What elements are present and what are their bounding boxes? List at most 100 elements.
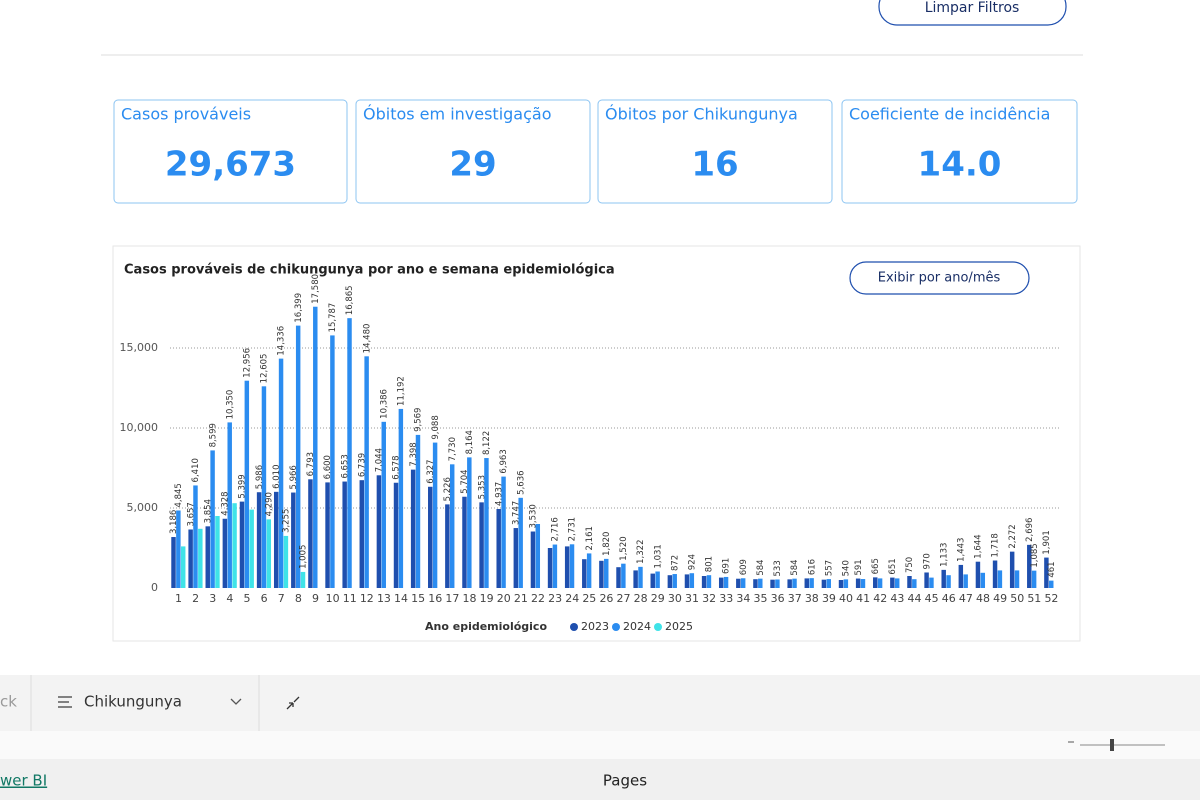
bar [393, 482, 399, 588]
data-label: 691 [722, 558, 732, 574]
bar [958, 564, 964, 588]
x-tick-label: 37 [788, 592, 802, 605]
bar [381, 421, 386, 588]
bar [325, 482, 330, 588]
back-button[interactable]: ck [0, 693, 17, 711]
x-tick-label: 43 [890, 592, 904, 605]
y-tick-label: 10,000 [120, 421, 159, 434]
footer [0, 759, 1200, 800]
plot: 0 5,000 10,000 15,000 1 3,186 4,845 2 3,657 6,410… [120, 274, 1060, 633]
x-tick-label: 39 [822, 592, 836, 605]
x-tick-label: 10 [326, 592, 340, 605]
data-label: 5,704 [460, 469, 470, 493]
x-tick-label: 30 [668, 592, 682, 605]
bar [907, 576, 912, 588]
x-tick-label: 22 [531, 592, 545, 605]
bar [838, 580, 844, 588]
legend-title: Ano epidemiológico [425, 620, 547, 633]
data-label: 10,350 [225, 390, 235, 420]
y-tick-label: 5,000 [127, 501, 159, 514]
x-tick-label: 13 [377, 592, 391, 605]
bar [582, 559, 587, 588]
kpi-value: 14.0 [918, 145, 1002, 185]
data-label: 5,986 [255, 465, 265, 489]
bar [496, 509, 501, 588]
bar [530, 531, 536, 588]
data-label: 7,398 [409, 442, 419, 466]
x-tick-label: 23 [548, 592, 562, 605]
x-tick-label: 4 [226, 592, 233, 605]
data-label: 557 [824, 560, 834, 576]
data-label: 12,956 [243, 348, 253, 378]
bar [467, 457, 472, 588]
bar [347, 318, 352, 588]
x-tick-label: 42 [873, 592, 887, 605]
x-tick-label: 51 [1027, 592, 1041, 605]
data-label: 1,005 [299, 545, 309, 569]
kpi-card [113, 99, 348, 204]
bar [313, 306, 318, 588]
bar [826, 579, 831, 588]
data-label: 8,122 [482, 431, 492, 455]
data-label: 540 [842, 560, 852, 576]
bar [501, 476, 506, 588]
bar [278, 358, 284, 588]
bar [300, 571, 306, 588]
bar [569, 544, 575, 588]
bar [1009, 551, 1015, 588]
button-label[interactable]: Exibir por ano/mês [878, 271, 1001, 286]
bar [205, 526, 210, 588]
bar [684, 574, 690, 588]
kpi-value: 16 [691, 145, 738, 185]
brand-link[interactable]: wer BI [0, 772, 47, 790]
bar [975, 561, 981, 588]
bar [701, 576, 707, 588]
button-label[interactable]: Limpar Filtros [925, 0, 1020, 16]
y-tick-label: 15,000 [120, 341, 159, 354]
clear-filters-button[interactable] [878, 0, 1067, 26]
x-tick-label: 44 [908, 592, 922, 605]
data-label: 3,747 [512, 501, 522, 525]
data-label: 2,696 [1025, 518, 1035, 542]
bar [787, 579, 792, 588]
bar [462, 496, 467, 588]
data-label: 1,520 [619, 536, 629, 560]
bar [261, 386, 267, 588]
x-tick-label: 29 [651, 592, 665, 605]
bar [873, 577, 878, 588]
bar [633, 570, 638, 588]
dropdown-icon[interactable] [230, 698, 242, 705]
data-label: 8,164 [465, 430, 475, 454]
data-label: 2,272 [1008, 524, 1018, 548]
data-label: 4,328 [221, 491, 231, 515]
x-tick-label: 31 [685, 592, 699, 605]
bar [770, 579, 775, 588]
data-label: 12,605 [260, 354, 270, 384]
data-label: 5,636 [516, 470, 526, 494]
x-tick-label: 24 [565, 592, 579, 605]
collapse-icon[interactable] [286, 696, 300, 710]
data-label: 9,088 [431, 415, 441, 439]
x-tick-label: 25 [582, 592, 596, 605]
bar [963, 574, 968, 588]
x-tick-label: 38 [805, 592, 819, 605]
bar [821, 579, 827, 588]
x-tick-label: 52 [1044, 592, 1058, 605]
bar [586, 553, 592, 588]
bar [479, 502, 484, 588]
bar [860, 579, 866, 588]
kpi-label: Óbitos em investigação [363, 105, 552, 124]
zoom-thumb[interactable] [1110, 739, 1114, 751]
bar [445, 504, 450, 588]
bar [547, 548, 553, 588]
bar [929, 577, 934, 588]
page-selector[interactable]: Chikungunya [84, 693, 182, 711]
bar [227, 422, 232, 588]
view-toggle-button[interactable] [849, 261, 1030, 295]
bar [415, 434, 421, 588]
bar [283, 535, 289, 588]
data-label: 801 [705, 556, 715, 572]
legend-label: 2023 [581, 620, 609, 633]
data-label: 14,336 [277, 326, 287, 356]
